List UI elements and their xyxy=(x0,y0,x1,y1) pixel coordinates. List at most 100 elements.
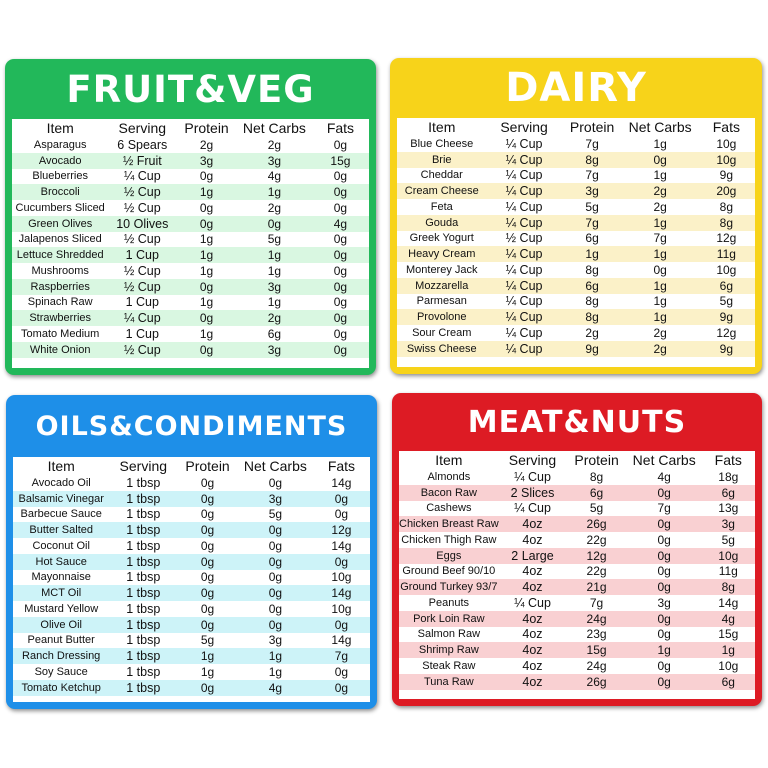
protein-cell: 0g xyxy=(199,311,214,326)
protein-cell: 7g xyxy=(589,595,604,610)
oils-condiments-card: OILS&CONDIMENTS Item Serving Protein Net… xyxy=(6,395,377,709)
oils-condiments-rows: Avocado Oil 1 tbsp 0g 0g 14g Balsamic Vinegar… xyxy=(13,475,370,696)
table-row: Ground Turkey 93/7 4oz 21g 0g 8g xyxy=(399,579,755,595)
serving-cell: 1 tbsp xyxy=(126,664,161,679)
fruit-veg-table-wrap: Item Serving Protein Net Carbs Fats Aspa… xyxy=(12,119,369,368)
protein-cell: 22g xyxy=(586,532,607,547)
serving-cell: ¼ Cup xyxy=(505,136,543,151)
protein-cell: 1g xyxy=(199,248,214,263)
protein-cell: 1g xyxy=(199,185,214,200)
serving-cell: 6 Spears xyxy=(117,137,168,152)
protein-cell: 0g xyxy=(200,523,215,538)
fats-cell: 0g xyxy=(333,232,348,247)
net-carbs-cell: 0g xyxy=(657,658,671,673)
net-carbs-cell: 1g xyxy=(657,643,671,658)
fats-cell: 0g xyxy=(333,279,348,294)
item-cell: Broccoli xyxy=(40,186,80,199)
protein-cell: 15g xyxy=(586,643,607,658)
net-carbs-cell: 0g xyxy=(267,216,282,231)
serving-cell: ¼ Cup xyxy=(514,501,551,516)
fats-cell: 18g xyxy=(718,469,739,484)
table-row: Gouda ¼ Cup 7g 1g 8g xyxy=(397,214,755,231)
column-header-net-carbs: Net Carbs xyxy=(628,119,692,135)
meat-nuts-rows: Almonds ¼ Cup 8g 4g 18g Bacon Raw 2 Slices 6g 0g… xyxy=(399,469,755,690)
column-header-net-carbs: Net Carbs xyxy=(242,120,306,136)
table-row: Swiss Cheese ¼ Cup 9g 2g 9g xyxy=(397,340,755,357)
table-row: Peanut Butter 1 tbsp 5g 3g 14g xyxy=(13,633,370,649)
net-carbs-cell: 4g xyxy=(268,680,283,695)
table-row: Tuna Raw 4oz 26g 0g 6g xyxy=(399,673,755,690)
net-carbs-cell: 0g xyxy=(657,532,671,547)
fats-cell: 6g xyxy=(721,674,735,689)
serving-cell: ¼ Cup xyxy=(505,341,543,356)
item-cell: Tuna Raw xyxy=(423,675,474,688)
item-cell: Tomato Ketchup xyxy=(21,681,101,694)
net-carbs-cell: 1g xyxy=(653,247,667,262)
fats-cell: 14g xyxy=(331,586,352,601)
table-row: Brie ¼ Cup 8g 0g 10g xyxy=(397,151,755,168)
net-carbs-cell: 0g xyxy=(657,627,671,642)
fats-cell: 11g xyxy=(718,564,738,579)
protein-cell: 0g xyxy=(200,586,215,601)
item-cell: Raspberries xyxy=(30,280,90,293)
protein-cell: 2g xyxy=(585,325,599,340)
dairy-rows: Blue Cheese ¼ Cup 7g 1g 10g Brie ¼ Cup 8g 0g 10g C… xyxy=(397,136,755,357)
column-header-net-carbs: Net Carbs xyxy=(632,452,696,468)
fruit-veg-title: FRUIT&VEG xyxy=(66,67,315,111)
fats-cell: 0g xyxy=(333,200,348,215)
protein-cell: 8g xyxy=(585,294,599,309)
fats-cell: 5g xyxy=(721,532,735,547)
table-row: Salmon Raw 4oz 23g 0g 15g xyxy=(399,627,755,643)
serving-cell: ¼ Cup xyxy=(123,169,161,184)
table-row: Sour Cream ¼ Cup 2g 2g 12g xyxy=(397,325,755,341)
serving-cell: ¼ Cup xyxy=(505,294,543,309)
table-row: White Onion ½ Cup 0g 3g 0g xyxy=(12,341,369,358)
net-carbs-cell: 3g xyxy=(268,633,283,648)
item-cell: Bacon Raw xyxy=(420,486,477,499)
serving-cell: ½ Cup xyxy=(123,342,161,357)
table-row: Feta ¼ Cup 5g 2g 8g xyxy=(397,199,755,215)
fats-cell: 10g xyxy=(716,262,737,277)
fats-cell: 4g xyxy=(333,216,348,231)
protein-cell: 7g xyxy=(585,136,599,151)
fats-cell: 15g xyxy=(330,153,351,168)
serving-cell: 1 tbsp xyxy=(126,475,161,490)
net-carbs-cell: 1g xyxy=(653,294,667,309)
item-cell: Almonds xyxy=(427,470,471,483)
column-header-serving: Serving xyxy=(119,458,168,474)
item-cell: Heavy Cream xyxy=(408,248,476,261)
serving-cell: ¼ Cup xyxy=(505,199,543,214)
column-header-protein: Protein xyxy=(185,458,230,474)
item-cell: Jalapenos Sliced xyxy=(18,233,102,246)
protein-cell: 1g xyxy=(585,247,599,262)
fats-cell: 20g xyxy=(716,184,737,199)
table-row: Provolone ¼ Cup 8g 1g 9g xyxy=(397,309,755,325)
column-header-protein: Protein xyxy=(184,120,229,136)
oils-condiments-table-wrap: Item Serving Protein Net Carbs Fats Avoc… xyxy=(13,457,370,702)
serving-cell: 1 tbsp xyxy=(126,523,161,538)
protein-cell: 0g xyxy=(199,342,214,357)
net-carbs-cell: 1g xyxy=(653,168,667,183)
table-header-row: Item Serving Protein Net Carbs Fats xyxy=(399,451,755,469)
item-cell: Mozzarella xyxy=(415,279,469,292)
fats-cell: 15g xyxy=(718,627,739,642)
item-cell: Parmesan xyxy=(416,295,467,308)
serving-cell: ½ Cup xyxy=(123,263,161,278)
serving-cell: 1 tbsp xyxy=(126,617,161,632)
net-carbs-cell: 1g xyxy=(267,248,282,263)
net-carbs-cell: 6g xyxy=(267,326,282,341)
serving-cell: 1 tbsp xyxy=(126,633,161,648)
dairy-table-wrap: Item Serving Protein Net Carbs Fats Blue… xyxy=(397,118,755,367)
serving-cell: 4oz xyxy=(522,674,543,689)
fats-cell: 6g xyxy=(721,485,735,500)
item-cell: Eggs xyxy=(436,549,462,562)
serving-cell: ¼ Cup xyxy=(123,311,161,326)
protein-cell: 3g xyxy=(585,184,599,199)
protein-cell: 0g xyxy=(200,538,215,553)
fruit-veg-table: Item Serving Protein Net Carbs Fats Aspa… xyxy=(12,119,369,358)
table-row: Bacon Raw 2 Slices 6g 0g 6g xyxy=(399,484,755,501)
table-row: Balsamic Vinegar 1 tbsp 0g 3g 0g xyxy=(13,490,370,507)
fats-cell: 14g xyxy=(331,633,352,648)
net-carbs-cell: 3g xyxy=(657,595,671,610)
net-carbs-cell: 1g xyxy=(267,185,282,200)
